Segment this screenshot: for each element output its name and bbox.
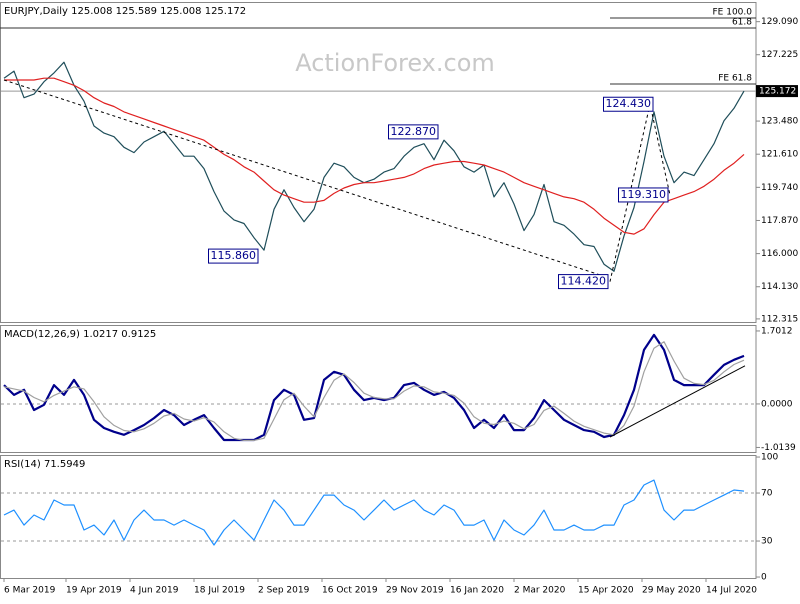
y-tick-label: 116.000 [761,249,798,259]
series-line [4,77,745,235]
y-tick-label: -1.0139 [761,443,796,453]
y-tick-label: 129.090 [761,17,798,27]
y-tick-label: 121.610 [761,150,798,160]
annotation-box [388,124,439,140]
panel-title: MACD(12,26,9) 1.0217 0.9125 [4,329,156,340]
y-tick-label: 100 [761,453,778,463]
y-tick-label: 114.130 [761,282,798,292]
annotation-label: 122.870 [391,125,437,138]
panel-title: EURJPY,Daily 125.008 125.589 125.008 125… [4,6,246,17]
x-tick-label: 16 Oct 2019 [322,586,378,596]
x-tick-label: 15 Apr 2020 [578,586,634,596]
level-label: FE 100.0 [713,7,753,17]
x-tick-label: 16 Jan 2020 [450,586,504,596]
series-line [3,61,745,272]
x-tick-label: 6 Mar 2019 [4,586,56,596]
trendline [609,365,746,438]
series-line [3,479,745,546]
y-tick-label: 127.225 [761,50,798,60]
annotation-label: 124.430 [606,97,652,110]
y-tick-label: 30 [761,537,773,547]
y-tick-label: 119.740 [761,183,798,193]
x-tick-label: 19 Apr 2019 [66,586,122,596]
x-tick-label: 29 Nov 2019 [386,586,444,596]
y-tick-label: 123.480 [761,117,798,127]
panel-title: RSI(14) 71.5949 [4,459,85,470]
level-label: FE 61.8 [718,74,752,84]
annotation-label: 115.860 [211,249,257,262]
x-tick-label: 2 Sep 2019 [258,586,310,596]
level-label: 61.8 [732,18,752,28]
annotation-label: 114.420 [561,275,607,288]
x-tick-label: 18 Jul 2019 [194,586,245,596]
y-tick-label: 112.315 [761,314,798,324]
annotation-box [558,274,609,290]
series-line [3,341,745,441]
annotation-box [603,96,654,112]
panel-frame [0,455,757,579]
y-tick-label: 1.7012 [761,326,793,336]
annotation-box [208,248,259,264]
last-price-label: 125.172 [759,87,796,97]
annotation-box [618,187,669,203]
panel-frame [0,2,757,323]
x-tick-label: 4 Jun 2019 [130,586,179,596]
x-tick-label: 2 Mar 2020 [514,586,566,596]
x-tick-label: 29 May 2020 [642,586,701,596]
series-line [3,333,745,442]
last-price-box [756,85,798,98]
x-tick-label: 14 Jul 2020 [706,586,757,596]
y-tick-label: 0 [761,573,767,583]
y-tick-label: 70 [761,489,773,499]
annotation-label: 119.310 [621,188,667,201]
y-tick-label: 0.0000 [761,399,793,409]
panel-frame [0,325,757,453]
watermark: ActionForex.com [295,49,495,77]
y-tick-label: 117.870 [761,216,798,226]
